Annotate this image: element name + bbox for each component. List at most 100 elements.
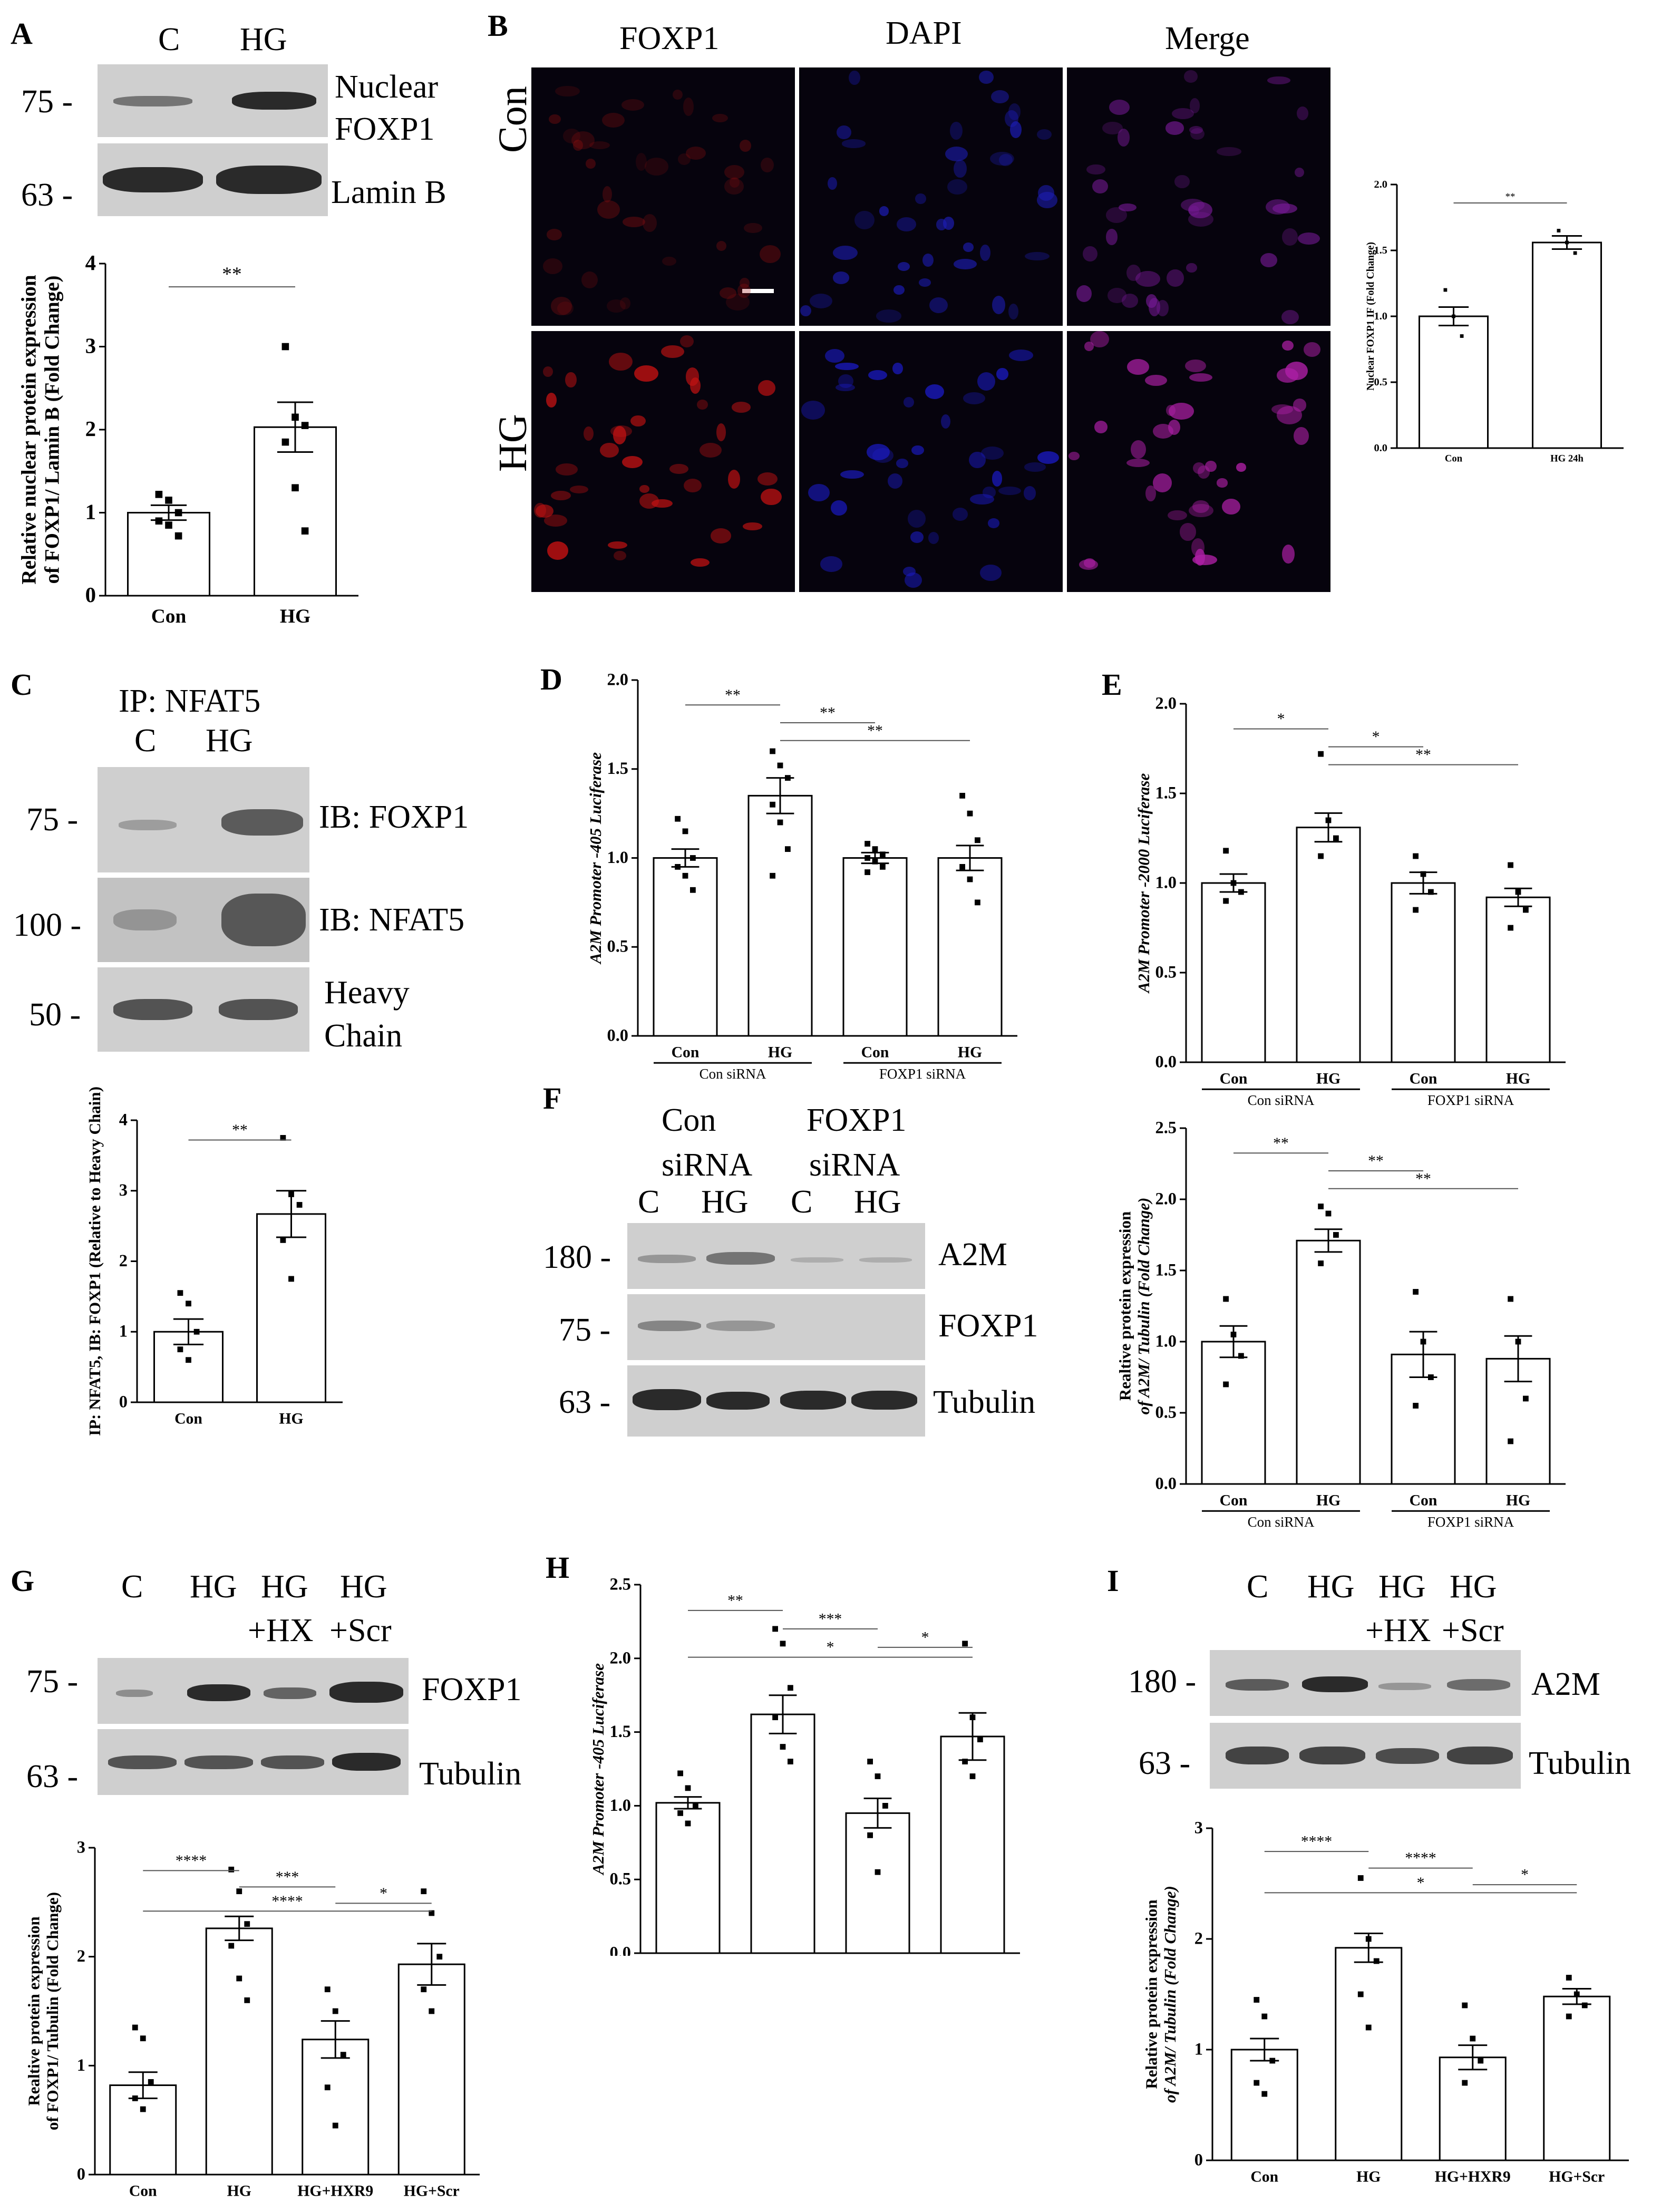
y-tick-label: 3 [119,1181,128,1200]
data-point [296,1202,303,1208]
data-point [872,858,878,865]
y-tick-label: 0.0 [1374,442,1388,454]
data-point [690,887,696,893]
western-blot [1210,1723,1521,1789]
y-tick-label: 2 [77,1947,85,1966]
data-point [1230,1332,1237,1337]
lane-label: +Scr [1442,1613,1504,1648]
x-tick-label: HG [280,606,310,627]
blot-label: Heavy [324,975,410,1011]
data-point [1325,1210,1332,1217]
data-point [785,846,791,852]
lane-label: HG [1450,1569,1497,1605]
data-point [777,762,783,769]
lane-label: C [638,1184,660,1220]
data-point [140,2106,146,2112]
x-tick-label: HG [768,1044,792,1061]
x-tick-label: Con [151,606,187,627]
data-point [1462,2080,1468,2086]
bar [940,1735,1005,1954]
lane-label: HG [701,1184,749,1220]
data-point [975,899,980,906]
bar-chart: 0.0 0.5 1.0 1.5 2.0 A2M Promoter -2000 Lucife… [1134,694,1566,1108]
group-label: Con siRNA [700,1066,766,1082]
data-point [675,816,681,822]
data-point [962,1759,968,1764]
data-point [959,792,965,799]
data-point [1573,251,1577,255]
data-point [281,343,289,351]
row-label: Con [491,86,535,153]
data-point [969,1714,976,1721]
data-point [1581,2002,1588,2009]
data-point [770,748,775,754]
y-axis-label: of A2M/ Tubulin (Fold Change) [1134,1198,1153,1415]
y-tick-label: 4 [85,253,96,275]
data-point [1508,862,1513,868]
foxp1-con-image [531,67,795,326]
data-point [1238,889,1244,895]
bar [845,1812,910,1954]
column-label: FOXP1 [619,21,720,56]
foxp1-hg-image [531,331,795,592]
data-point [429,2008,435,2014]
mw-marker: 63 - [1139,1745,1191,1781]
x-tick-label: HG 24h [1550,453,1584,464]
x-tick-label: Con [1410,1492,1437,1509]
data-point [1470,2035,1476,2042]
data-point [675,864,681,870]
data-point [1318,853,1324,859]
x-tick-label: Con [174,1411,202,1428]
data-point [1254,2080,1260,2086]
data-point [977,1736,983,1742]
bar [1201,1341,1266,1485]
x-tick-label: Con [1250,2169,1278,2186]
y-tick-label: 1 [77,2056,85,2075]
group-label: FOXP1 siRNA [1427,1092,1514,1108]
group-label: Con [662,1102,716,1138]
lane-label: +Scr [329,1613,392,1648]
data-point [1318,1204,1324,1209]
significance-label: **** [271,1893,303,1910]
data-point [1420,1338,1426,1345]
x-tick-label: HG [279,1411,303,1428]
significance-label: * [1521,1867,1529,1884]
panel-letter: I [1107,1564,1119,1598]
lane-label: HG [240,22,287,57]
significance-label: ** [222,264,241,285]
data-point [324,2084,331,2091]
lane-label: HG [261,1569,308,1605]
y-tick-label: 1 [119,1322,128,1341]
data-point [1325,817,1332,823]
panel-letter: E [1102,667,1122,702]
row-label: HG [491,414,535,472]
y-tick-label: 1.0 [607,848,629,867]
significance-label: ** [1415,1170,1431,1187]
lane-label: C [158,22,180,57]
data-point [1428,889,1434,895]
data-point [1318,1260,1324,1266]
bar-chart: 0.0 0.5 1.0 1.5 2.0 2.5 A2M Promoter -405 Luci… [589,1575,1020,1956]
x-tick-label: HG [1316,1492,1341,1509]
x-tick-label: HG+Scr [1549,2169,1605,2186]
data-point [1223,1381,1229,1388]
data-point [165,521,172,529]
significance-label: ** [725,687,741,704]
data-point [962,1641,968,1647]
bar-chart: 0 1 2 3 Realtive protein expression of FOXP1/… [25,1838,480,2200]
significance-label: * [380,1885,387,1902]
x-tick-label: HG [227,2183,251,2200]
data-point [880,851,886,858]
y-tick-label: 4 [119,1110,128,1129]
significance-label: ** [1368,1153,1384,1170]
y-tick-label: 1.0 [1155,873,1177,892]
data-point [281,438,289,446]
bar [653,857,718,1037]
data-point [436,1954,443,1960]
mw-marker: 50 - [29,997,81,1033]
bar [937,857,1003,1037]
x-tick-label: HG+HXR9 [1435,2169,1511,2186]
data-point [244,1921,250,1927]
data-point [1515,889,1521,895]
data-point [186,1301,191,1307]
